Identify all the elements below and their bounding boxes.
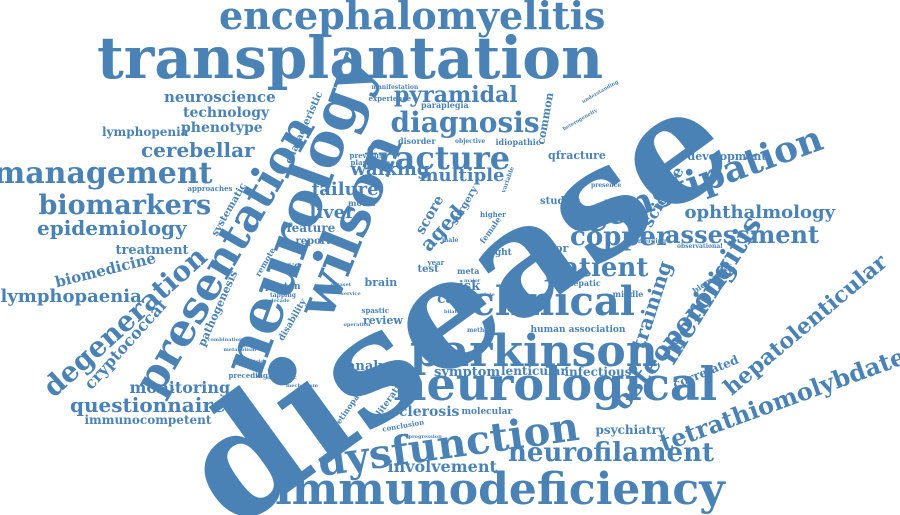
word-curve: curve [269,261,301,272]
word-psychiatric: psychiatric [232,358,264,365]
word-dataset: dataset [330,281,352,288]
word-previous: previous [349,150,383,160]
word-case: case [437,291,472,307]
word-parkinson: parkinson [410,326,658,377]
word-objective: objective [455,138,486,145]
word-management: management [0,156,213,191]
word-risk: risk [452,278,481,294]
word-metabolism: metabolism [223,346,257,353]
word-walking: walking [350,159,430,180]
word-photon: photon [265,281,301,292]
word-cerebellar: cerebellar [141,138,255,162]
word-year: year [427,257,445,267]
word-clinical: clinical [470,278,636,325]
word-technology: technology [183,105,270,121]
word-liver: liver [309,202,355,223]
word-review: review [363,313,403,327]
word-sclerosis: sclerosis [391,404,460,420]
word-neurofilament: neurofilament [508,438,714,468]
word-report: report [295,236,331,247]
word-ophthalmology: ophthalmology [684,202,836,223]
word-update: update [475,291,495,298]
word-method: method [467,327,493,334]
word-immunodeficiency: immunodeficiency [275,464,725,515]
word-psychiatry: psychiatry [595,423,665,437]
word-pyramidal: pyramidal [394,82,518,108]
word-manifestation: manifestation [371,84,419,91]
word-neuroscience: neuroscience [164,87,276,106]
word-biomarkers: biomarkers [38,189,212,221]
word-molecular: molecular [461,406,513,417]
word-tapping: tapping [270,292,296,299]
word-diagnosis: diagnosis [390,106,540,139]
word-potential: potential [604,197,630,204]
word-qfracture: qfracture [548,148,606,162]
word-immunocompetent: immunocompetent [84,413,212,427]
word-observational: observational [677,243,723,250]
word-middle: middle [612,289,644,299]
word-transplantation: transplantation [97,24,604,92]
word-bilateral: bilateral [444,308,468,315]
word-spastic: spastic [361,305,389,315]
word-mechanism: mechanism [286,382,319,389]
word-diagnostic: diagnostic [267,366,297,373]
word-feature: feature [286,221,336,235]
word-questionnaire: questionnaire [70,393,226,417]
word-approaches: approaches [187,183,233,193]
word-involvement: involvement [387,457,497,476]
word-higher: higher [480,209,506,219]
word-experience: experience [368,93,412,103]
word-idiopathic: idiopathic [495,137,541,147]
word-symptom: symptom [434,364,501,380]
word-service: service [341,290,361,297]
word-measure: measure [504,302,528,309]
word-failure: failure [311,179,379,200]
word-neurologic: neurologic [267,374,298,381]
word-plasmon: plasmon [350,157,384,167]
word-phenotype: phenotype [181,120,263,136]
word-lenticular: lenticular [501,364,567,378]
word-monitoring: monitoring [129,378,231,397]
word-male: male [442,237,459,244]
word-preceding: preceding [228,370,268,380]
word-development: development [687,149,767,163]
word-epidemiology: epidemiology [37,216,187,240]
word-progression: progression [408,433,442,440]
word-model: model [348,198,376,208]
word-hepatic: hepatic [567,278,601,288]
word-decade: decade [270,297,290,304]
word-patient: patient [544,253,649,283]
word-analysis: analysis [347,358,406,374]
word-test: test [417,264,439,275]
word-light: light [488,247,512,258]
word-studies: studies [540,196,581,207]
word-brain: brain [364,275,398,289]
word-operation: operation [343,321,371,328]
word-treatment: treatment [115,242,189,258]
word-human-association: human association [530,324,626,335]
word-neurological: neurological [393,357,718,411]
word-disorder: disorder [398,136,436,146]
word-lymphopenia: lymphopenia [102,125,189,139]
word-encephalomyelitis: encephalomyelitis [219,0,606,38]
word-combination: combination [207,336,243,343]
word-paraplegia: paraplegia [421,100,469,110]
word-assessment: assessment [665,220,820,249]
word-major: major [464,277,481,284]
word-copper: copper [570,222,670,252]
word-multiple: multiple [419,165,505,186]
word-lymphopaenia: lymphopaenia [0,286,142,307]
word-factor: factor [531,241,569,255]
word-presence: presence [591,182,622,189]
word-fracture: fracture [364,139,511,177]
word-meta: meta [457,266,480,276]
word-infectious: infectious [564,365,632,379]
word-emerging: emerging [634,238,667,245]
